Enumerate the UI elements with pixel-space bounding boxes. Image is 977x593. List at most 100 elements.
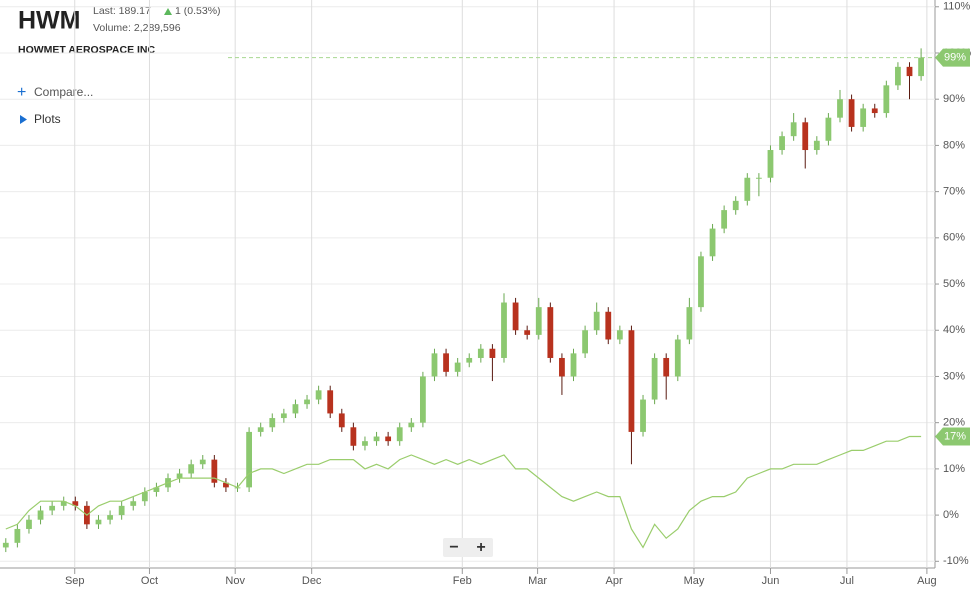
candle-body [802,122,809,151]
y-tick-label: 80% [943,139,965,151]
x-tick-label: Feb [453,575,472,587]
candle-body [744,177,751,201]
price-badge-label: 99% [944,52,966,64]
candle-body [895,66,901,86]
candle-body [26,519,32,529]
y-tick-label: 10% [943,463,965,475]
candle-body [176,473,183,479]
y-tick-label: 70% [943,186,965,198]
candle-body [512,302,519,331]
y-tick-label: -10% [943,555,969,567]
candle-body [593,311,600,331]
candle-body [72,501,79,506]
candle-body [582,330,588,354]
x-tick-label: Nov [225,575,245,587]
candle-body [883,85,890,114]
candle-body [118,505,125,516]
candle-body [443,353,449,372]
candle-body [223,482,229,488]
candle-body [396,427,403,442]
candle-body [130,501,137,506]
candle-body [524,330,531,335]
candle-body [362,441,368,446]
plots-icon[interactable] [20,115,27,124]
candle-body [698,256,704,308]
candle-body [408,422,415,428]
candle-body [559,357,565,377]
candle-body [547,307,554,358]
candle-body [292,404,299,414]
candle-body [373,436,380,442]
y-tick-label: 20% [943,417,965,429]
y-tick-label: 40% [943,324,965,336]
price-change: 1 (0.53%) [175,5,221,17]
candle-body [535,307,542,335]
candle-body [60,501,67,506]
candle-body [871,108,878,114]
candle-body [640,399,646,432]
candle-body [628,330,635,432]
candle-body [779,136,785,151]
candle-body [304,399,310,405]
candle-body [477,348,484,358]
candle-body [315,390,322,400]
candle-body [501,302,507,358]
x-tick-label: May [684,575,705,587]
price-badge-label: 17% [944,430,966,442]
candle-body [107,515,113,520]
x-tick-label: Jun [762,575,780,587]
candle-body [454,362,461,372]
price-badge [935,427,970,446]
price-badge [935,48,970,67]
y-tick-label: 60% [943,232,965,244]
up-arrow [164,8,172,15]
candle-body [188,464,195,474]
compare-button[interactable]: Compare... [34,85,93,99]
x-tick-label: Sep [65,575,85,587]
candle-body [466,357,473,363]
y-tick-label: 30% [943,370,965,382]
zoom-in[interactable]: + [476,539,485,556]
y-tick-label: 0% [943,509,959,521]
symbol: HWM [18,7,80,35]
candle-body [686,307,693,340]
comparison-line [5,435,922,549]
candle-body [199,459,206,465]
candle-body [732,200,739,211]
candle-body [813,140,820,151]
candle-body [419,376,426,423]
candle-body [49,505,56,511]
y-tick-label: 110% [943,1,971,13]
candle-body [605,311,612,340]
last-price: Last: 189.17 [93,5,151,17]
candle-body [327,390,334,414]
candle-body [153,487,160,492]
candle-body [2,542,9,548]
candle-body [721,210,728,229]
candle-body [489,348,496,358]
x-tick-label: Mar [528,575,547,587]
candle-body [906,66,913,77]
plots-button[interactable]: Plots [34,112,61,126]
x-tick-label: Dec [302,575,322,587]
candle-body [918,57,924,77]
x-tick-label: Aug [917,575,937,587]
candle-body [663,357,670,377]
x-tick-label: Jul [840,575,854,587]
company-name: HOWMET AEROSPACE INC [18,44,156,56]
candle-body [211,459,218,483]
y-tick-label: 50% [943,278,965,290]
candle-body [350,427,357,446]
candle-body [385,436,392,442]
candle-body [848,99,855,127]
x-tick-label: Apr [606,575,623,587]
candle-body [860,108,867,127]
compare-icon[interactable]: + [17,84,26,101]
candle-body [141,491,148,502]
candle-body [95,519,102,525]
zoom-out[interactable]: − [449,539,458,556]
candle-body [825,117,832,141]
candle-body [674,339,681,377]
